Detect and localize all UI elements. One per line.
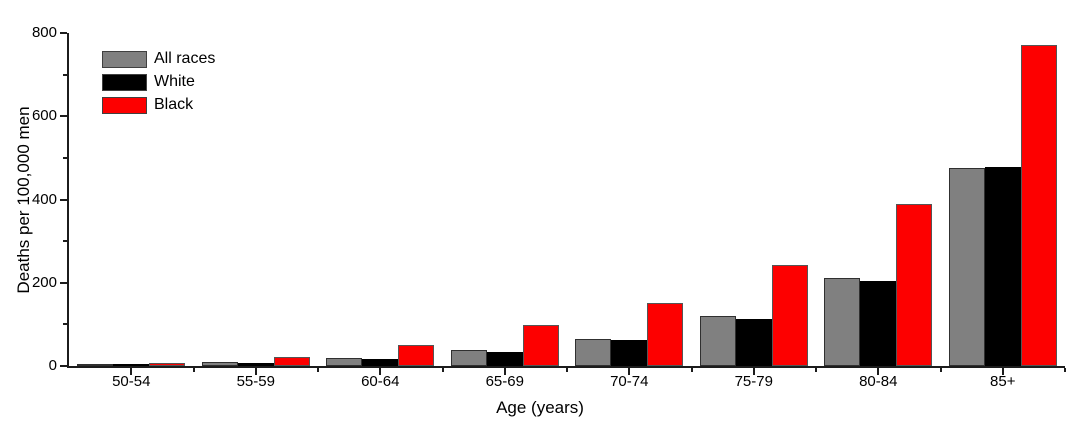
x-axis-major-tick [254,368,257,375]
bar-black-80-84 [896,203,933,366]
x-axis-category-label: 65-69 [485,373,524,390]
bar-black-60-64 [398,345,435,366]
x-axis-major-tick [752,368,755,375]
y-axis-tick-label: 800 [31,24,57,41]
plot-area: All races White Black 0 200 400 600 800 50-54 55… [32,24,1066,390]
y-axis-major-tick [60,115,67,118]
bar-all-races-75-79 [699,316,736,366]
legend-item-all-races: All races [102,49,215,69]
bar-black-65-69 [522,325,559,366]
x-axis-major-tick [503,368,506,375]
x-axis-category-label: 75-79 [734,373,773,390]
bar-all-races-70-74 [575,338,612,366]
x-axis-minor-tick [441,368,444,372]
bar-white-65-69 [486,351,523,366]
legend-label: Black [154,96,194,113]
bar-white-70-74 [611,340,648,366]
y-axis-tick-label: 0 [48,357,57,374]
bar-white-80-84 [860,281,897,366]
x-axis-major-tick [1001,368,1004,375]
y-axis-tick-label: 600 [31,107,57,125]
x-axis-category-label: 50-54 [112,373,151,390]
y-axis-tick-label: 400 [31,190,57,208]
bar-all-races-55-59 [201,362,238,366]
x-axis-major-tick [877,368,880,375]
y-axis-minor-tick [63,323,67,326]
y-axis-major-tick [60,281,67,284]
y-axis-major-tick [60,198,67,201]
legend-item-black: Black [102,95,215,115]
bar-white-75-79 [735,319,772,366]
y-axis-minor-tick [63,240,67,243]
x-axis-minor-tick [192,368,195,372]
y-axis-minor-tick [63,73,67,76]
bar-black-55-59 [273,357,310,366]
x-axis-minor-tick [566,368,568,372]
x-axis-minor-tick [317,368,319,372]
y-axis-major-tick [60,32,67,34]
bar-black-85+ [1020,45,1057,366]
legend-swatch-icon [102,96,147,114]
x-axis-category-label: 80-84 [859,373,898,390]
x-axis-category-label: 60-64 [361,373,400,390]
bar-white-50-54 [113,364,150,366]
bar-all-races-80-84 [824,278,861,366]
x-axis-major-tick [130,368,133,375]
bar-all-races-85+ [948,167,985,366]
y-axis-tick-label: 200 [31,273,57,291]
bar-all-races-50-54 [77,364,114,366]
legend-label: White [154,73,195,90]
x-axis-category-label: 70-74 [610,373,649,390]
bar-black-75-79 [771,264,808,366]
bar-black-50-54 [149,363,186,366]
bar-black-70-74 [647,303,684,366]
x-axis-minor-tick [1064,368,1066,372]
x-axis-category-label: 55-59 [236,373,275,390]
x-axis-major-tick [379,368,382,375]
bar-all-races-60-64 [326,357,363,366]
x-axis-title: Age (years) [496,398,584,417]
bar-white-55-59 [237,363,274,366]
x-axis-category-label: 85+ [990,373,1016,390]
x-axis-major-tick [628,368,631,375]
legend-item-white: White [102,72,215,92]
legend-swatch-icon [102,50,147,68]
bar-white-85+ [984,167,1021,366]
legend-label: All races [154,50,216,67]
legend: All races White Black [102,49,215,118]
x-axis-minor-tick [939,368,942,372]
bar-white-60-64 [362,359,399,366]
y-axis-major-tick [60,365,67,367]
y-axis-minor-tick [63,156,67,159]
bar-all-races-65-69 [450,349,487,366]
x-axis-minor-tick [690,368,693,372]
x-axis-minor-tick [815,368,817,372]
legend-swatch-icon [102,73,147,91]
